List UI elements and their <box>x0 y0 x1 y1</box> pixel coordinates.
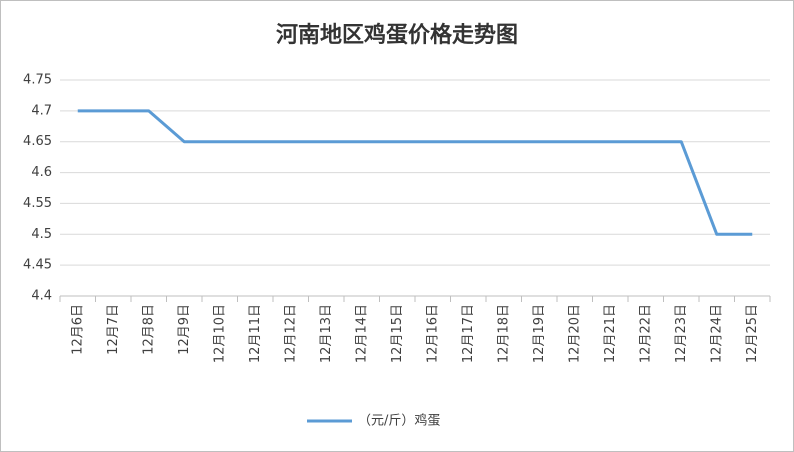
y-tick-label: 4.5 <box>31 227 52 242</box>
x-tick-label: 12月12日 <box>283 304 298 363</box>
x-tick-label: 12月21日 <box>603 304 618 363</box>
x-tick-label: 12月22日 <box>638 304 653 363</box>
x-tick-label: 12月15日 <box>390 304 405 363</box>
x-tick-label: 12月17日 <box>461 304 476 363</box>
x-tick-label: 12月10日 <box>212 304 227 363</box>
x-tick-label: 12月6日 <box>70 304 85 355</box>
x-tick-label: 12月13日 <box>319 304 334 363</box>
x-tick-label: 12月20日 <box>567 304 582 363</box>
x-tick-label: 12月24日 <box>709 304 724 363</box>
x-tick-label: 12月25日 <box>745 304 760 363</box>
data-line <box>77 109 753 236</box>
y-tick-label: 4.75 <box>23 73 52 88</box>
y-tick-label: 4.55 <box>23 196 52 211</box>
x-tick-label: 12月14日 <box>354 304 369 363</box>
x-tick-label: 12月18日 <box>496 304 511 363</box>
y-tick-label: 4.6 <box>31 165 52 180</box>
legend-label: （元/斤）鸡蛋 <box>358 413 440 429</box>
x-tick-label: 12月23日 <box>674 304 689 363</box>
x-tick-label: 12月16日 <box>425 304 440 363</box>
y-tick-label: 4.4 <box>31 289 52 304</box>
chart-title: 河南地区鸡蛋价格走势图 <box>276 22 518 48</box>
x-tick-label: 12月8日 <box>141 304 156 355</box>
x-tick-label: 12月11日 <box>248 304 263 363</box>
y-tick-label: 4.65 <box>23 134 52 149</box>
y-tick-label: 4.7 <box>31 103 52 118</box>
x-tick-label: 12月7日 <box>106 304 121 355</box>
x-tick-label: 12月19日 <box>532 304 547 363</box>
x-tick-label: 12月9日 <box>177 304 192 355</box>
y-tick-label: 4.45 <box>23 258 52 273</box>
